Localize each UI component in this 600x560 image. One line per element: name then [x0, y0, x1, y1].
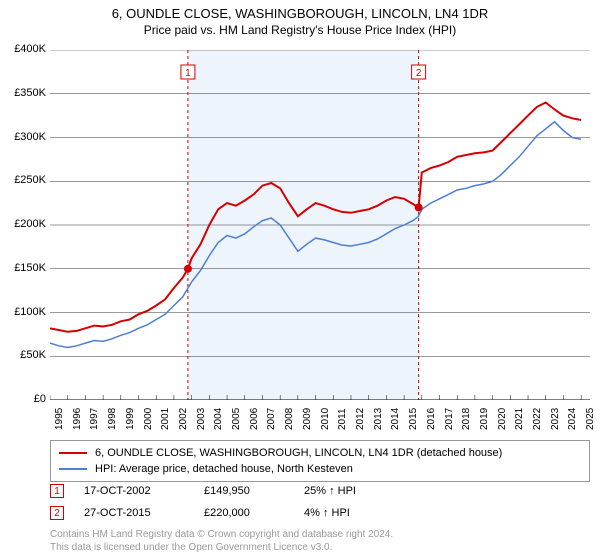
- x-tick-label: 1998: [107, 408, 118, 430]
- x-tick-label: 2015: [408, 408, 419, 430]
- x-tick-label: 1995: [54, 408, 65, 430]
- x-tick-label: 2016: [426, 408, 437, 430]
- marker-price-1: £149,950: [204, 485, 304, 497]
- marker-row-2: 2 27-OCT-2015 £220,000 4% ↑ HPI: [50, 502, 590, 524]
- x-tick-label: 2009: [302, 408, 313, 430]
- legend-swatch-2: [59, 468, 87, 470]
- x-tick-label: 2002: [178, 408, 189, 430]
- x-tick-label: 2001: [160, 408, 171, 430]
- svg-text:1: 1: [185, 68, 191, 79]
- marker-date-2: 27-OCT-2015: [84, 507, 204, 519]
- marker-badge-num: 1: [54, 486, 60, 497]
- x-tick-label: 2025: [585, 408, 596, 430]
- y-tick-label: £0: [2, 393, 46, 405]
- y-tick-label: £200K: [2, 218, 46, 230]
- x-tick-label: 2005: [231, 408, 242, 430]
- marker-pct-2: 4% ↑ HPI: [304, 507, 424, 519]
- x-tick-label: 2000: [143, 408, 154, 430]
- chart-plot-area: 12: [50, 50, 590, 400]
- x-tick-label: 2004: [213, 408, 224, 430]
- x-tick-label: 2020: [497, 408, 508, 430]
- marker-badge-num: 2: [54, 508, 60, 519]
- x-tick-label: 2011: [337, 408, 348, 430]
- x-tick-label: 2012: [355, 408, 366, 430]
- x-tick-label: 2010: [320, 408, 331, 430]
- x-tick-label: 2022: [532, 408, 543, 430]
- x-tick-label: 2006: [249, 408, 260, 430]
- footnote: Contains HM Land Registry data © Crown c…: [50, 528, 590, 554]
- y-tick-label: £350K: [2, 87, 46, 99]
- marker-badge-2: 2: [50, 506, 64, 520]
- marker-info-rows: 1 17-OCT-2002 £149,950 25% ↑ HPI 2 27-OC…: [50, 480, 590, 524]
- legend-row: 6, OUNDLE CLOSE, WASHINGBOROUGH, LINCOLN…: [59, 445, 581, 461]
- marker-date-1: 17-OCT-2002: [84, 485, 204, 497]
- chart-title-block: 6, OUNDLE CLOSE, WASHINGBOROUGH, LINCOLN…: [0, 0, 600, 39]
- x-tick-label: 2017: [444, 408, 455, 430]
- marker-price-2: £220,000: [204, 507, 304, 519]
- x-tick-label: 2021: [514, 408, 525, 430]
- y-tick-label: £150K: [2, 262, 46, 274]
- x-tick-label: 2014: [390, 408, 401, 430]
- legend-label-1: 6, OUNDLE CLOSE, WASHINGBOROUGH, LINCOLN…: [95, 447, 502, 459]
- x-tick-label: 2013: [373, 408, 384, 430]
- x-tick-label: 1999: [125, 408, 136, 430]
- marker-row-1: 1 17-OCT-2002 £149,950 25% ↑ HPI: [50, 480, 590, 502]
- chart-title-line2: Price paid vs. HM Land Registry's House …: [10, 23, 590, 37]
- x-tick-label: 1997: [89, 408, 100, 430]
- y-tick-label: £400K: [2, 43, 46, 55]
- y-tick-label: £300K: [2, 131, 46, 143]
- marker-badge-1: 1: [50, 484, 64, 498]
- legend-box: 6, OUNDLE CLOSE, WASHINGBOROUGH, LINCOLN…: [50, 440, 590, 482]
- svg-text:2: 2: [416, 68, 422, 79]
- x-tick-label: 2018: [461, 408, 472, 430]
- y-tick-label: £100K: [2, 306, 46, 318]
- chart-svg: 12: [50, 50, 590, 400]
- y-tick-label: £50K: [2, 349, 46, 361]
- legend-swatch-1: [59, 452, 87, 454]
- marker-pct-1: 25% ↑ HPI: [304, 485, 424, 497]
- x-tick-label: 2024: [567, 408, 578, 430]
- x-tick-label: 2019: [479, 408, 490, 430]
- x-tick-label: 2003: [196, 408, 207, 430]
- x-tick-label: 2008: [284, 408, 295, 430]
- y-tick-label: £250K: [2, 174, 46, 186]
- chart-title-line1: 6, OUNDLE CLOSE, WASHINGBOROUGH, LINCOLN…: [10, 6, 590, 21]
- x-tick-label: 2023: [550, 408, 561, 430]
- legend-label-2: HPI: Average price, detached house, Nort…: [95, 463, 353, 475]
- x-tick-label: 2007: [266, 408, 277, 430]
- legend-row: HPI: Average price, detached house, Nort…: [59, 461, 581, 477]
- footnote-line1: Contains HM Land Registry data © Crown c…: [50, 528, 590, 541]
- x-tick-label: 1996: [72, 408, 83, 430]
- footnote-line2: This data is licensed under the Open Gov…: [50, 541, 590, 554]
